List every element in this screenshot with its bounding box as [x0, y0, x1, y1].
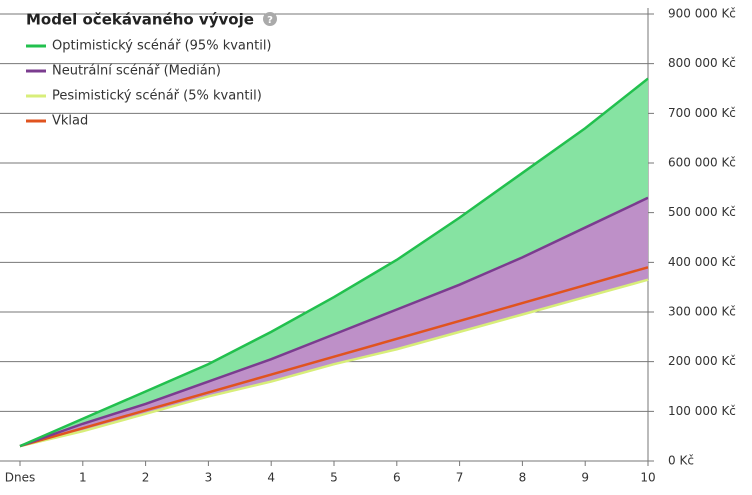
- y-tick-label: 700 000 Kč: [668, 106, 736, 120]
- x-tick-label: 7: [456, 471, 464, 485]
- x-tick-label: 9: [581, 471, 589, 485]
- legend-label: Vklad: [52, 114, 88, 129]
- y-tick-label: 300 000 Kč: [668, 305, 736, 319]
- x-tick-label: 4: [267, 471, 275, 485]
- y-tick-label: 0 Kč: [668, 454, 694, 468]
- y-tick-label: 100 000 Kč: [668, 404, 736, 418]
- series-line: [19, 278, 649, 448]
- x-tick-label: 6: [393, 471, 401, 485]
- x-tick-label: 1: [79, 471, 87, 485]
- legend-label: Pesimistický scénář (5% kvantil): [52, 89, 262, 104]
- legend-label: Optimistický scénář (95% kvantil): [52, 39, 272, 54]
- y-tick-label: 900 000 Kč: [668, 7, 736, 21]
- y-tick-label: 400 000 Kč: [668, 255, 736, 269]
- x-tick-label: 8: [519, 471, 527, 485]
- x-tick-label: 10: [640, 471, 655, 485]
- y-tick-label: 600 000 Kč: [668, 156, 736, 170]
- x-tick-label: 3: [205, 471, 213, 485]
- plot-area: [0, 8, 654, 466]
- x-tick-label: 2: [142, 471, 150, 485]
- y-tick-label: 200 000 Kč: [668, 354, 736, 368]
- legend-label: Neutrální scénář (Medián): [52, 64, 221, 79]
- series-line: [19, 196, 649, 448]
- x-tick-label: Dnes: [5, 471, 35, 485]
- help-icon[interactable]: [263, 12, 277, 26]
- x-tick-label: 5: [330, 471, 338, 485]
- help-icon-mark: ?: [267, 15, 273, 26]
- series-line: [19, 266, 649, 448]
- y-tick-label: 800 000 Kč: [668, 56, 736, 70]
- series-line: [19, 77, 649, 448]
- chart-title: Model očekávaného vývoje: [26, 11, 254, 29]
- y-tick-label: 500 000 Kč: [668, 205, 736, 219]
